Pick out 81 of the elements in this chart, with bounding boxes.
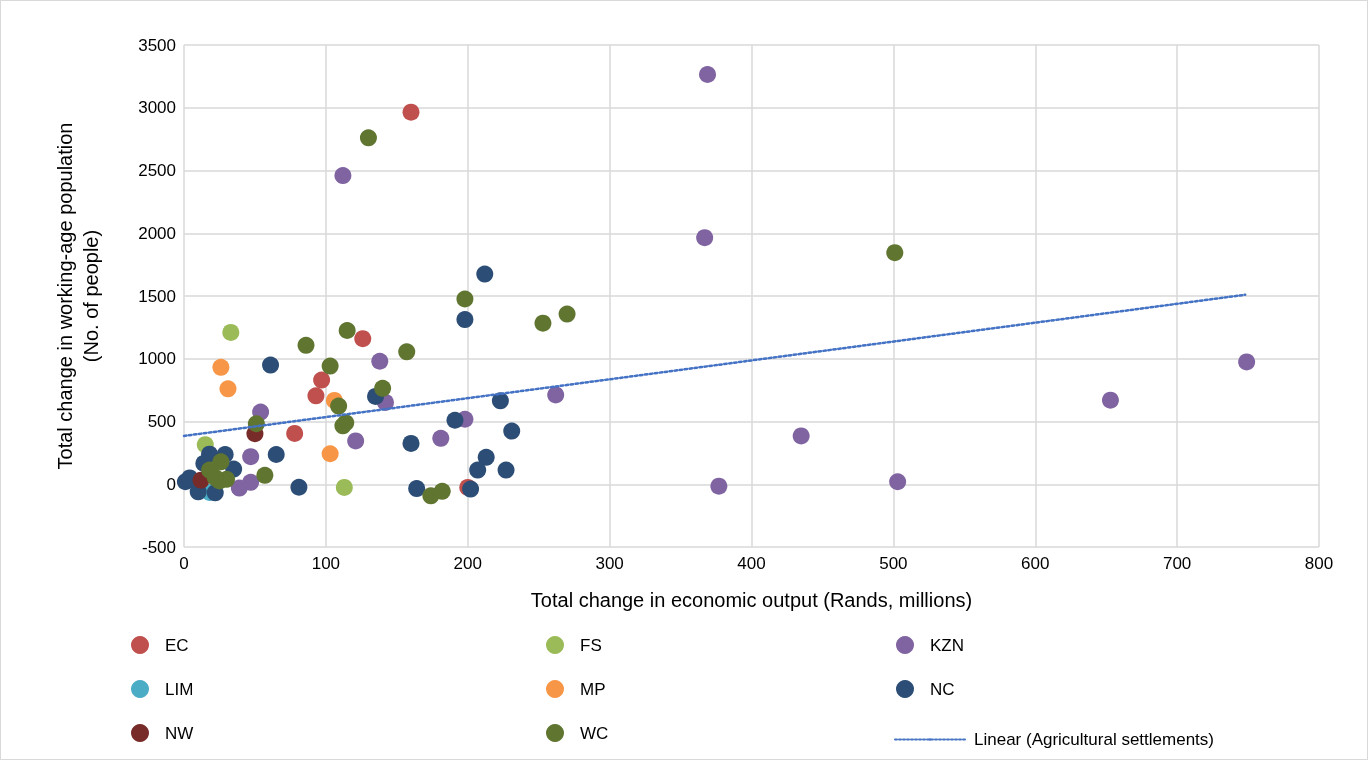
point <box>335 478 353 496</box>
point <box>297 336 315 354</box>
y-tick-label: 3500 <box>138 35 176 55</box>
point <box>242 473 260 491</box>
y-tick-label: -500 <box>141 537 176 557</box>
y-tick-label: 1000 <box>138 349 176 369</box>
point <box>338 322 356 340</box>
y-tick-label: 500 <box>147 412 176 431</box>
point <box>433 482 451 500</box>
legend-label: NC <box>930 679 955 699</box>
legend-label: NW <box>165 723 194 743</box>
y-tick-label: 2500 <box>138 161 176 180</box>
point <box>1238 353 1256 371</box>
point <box>710 477 728 495</box>
legend-label: Linear (Agricultural settlements) <box>974 730 1214 749</box>
point <box>321 357 339 375</box>
point <box>206 469 224 487</box>
point <box>330 397 348 415</box>
legend-label: MP <box>580 679 606 699</box>
point <box>212 358 230 376</box>
legend-label: KZN <box>930 635 964 655</box>
point <box>334 167 352 185</box>
point <box>242 448 260 466</box>
legend-label: WC <box>580 723 609 743</box>
x-tick-label: 100 <box>311 554 341 573</box>
legend-label: EC <box>165 635 189 655</box>
y-tick-label: 1500 <box>138 286 176 306</box>
point <box>469 461 487 479</box>
point <box>456 290 474 308</box>
y-tick-label: 2000 <box>138 223 176 243</box>
point <box>547 386 565 404</box>
x-tick-label: 600 <box>1021 554 1050 573</box>
point <box>1101 391 1119 409</box>
x-tick-label: 700 <box>1162 554 1192 573</box>
legend-label: FS <box>580 635 602 655</box>
point <box>354 330 372 348</box>
point <box>321 445 339 463</box>
point <box>290 478 308 496</box>
point <box>398 343 416 361</box>
point <box>286 424 304 442</box>
point <box>256 466 274 484</box>
point <box>558 305 576 323</box>
x-tick-label: 300 <box>595 554 624 573</box>
point <box>497 461 515 479</box>
point <box>446 411 464 429</box>
point <box>347 432 365 450</box>
point <box>267 446 285 463</box>
point <box>456 311 474 329</box>
point <box>477 448 495 466</box>
x-tick-label: 0 <box>179 554 189 573</box>
point <box>534 314 552 332</box>
y-axis-title: Total change in working-age population (No. of people) <box>54 122 102 470</box>
y-tick-label: 3000 <box>138 98 176 118</box>
x-axis-title: Total change in economic output (Rands, millions) <box>530 589 973 611</box>
point <box>696 229 714 247</box>
point <box>408 480 426 498</box>
point <box>491 392 509 410</box>
legend-label: LIM <box>165 679 194 699</box>
point <box>359 129 377 147</box>
point <box>503 422 521 440</box>
point <box>476 265 494 283</box>
point <box>219 380 237 398</box>
point <box>402 434 420 452</box>
point <box>432 429 450 447</box>
point <box>886 244 904 262</box>
point <box>262 356 280 374</box>
point <box>371 352 389 370</box>
x-tick-label: 400 <box>737 554 766 573</box>
point <box>889 473 907 491</box>
point <box>402 103 420 121</box>
x-tick-label: 500 <box>879 554 908 573</box>
x-tick-label: 800 <box>1304 554 1334 573</box>
point <box>313 371 331 389</box>
point <box>222 323 240 341</box>
point <box>212 453 230 471</box>
x-tick-label: 200 <box>453 554 482 573</box>
point <box>792 427 810 445</box>
y-tick-label: 0 <box>166 474 176 494</box>
point <box>374 379 392 397</box>
point <box>699 66 717 83</box>
point <box>307 387 325 405</box>
